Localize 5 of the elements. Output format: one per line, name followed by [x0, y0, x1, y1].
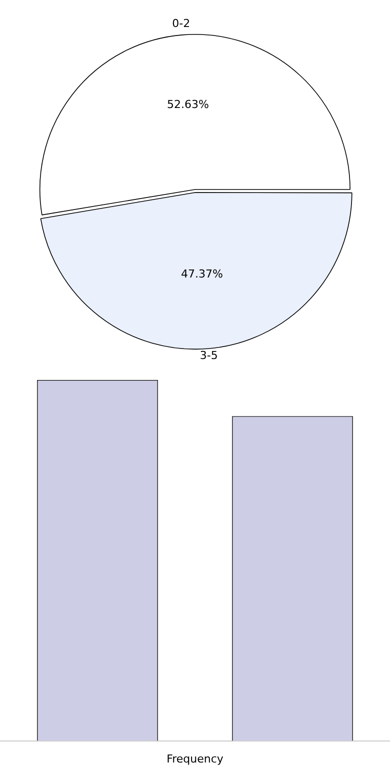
data-label: 47.37% — [181, 268, 223, 281]
data-label: 52.63% — [167, 98, 209, 112]
slice-label: 0-2 — [172, 16, 190, 30]
slice-label: 3-5 — [200, 348, 218, 362]
x-axis-title: Frequency — [166, 752, 224, 766]
